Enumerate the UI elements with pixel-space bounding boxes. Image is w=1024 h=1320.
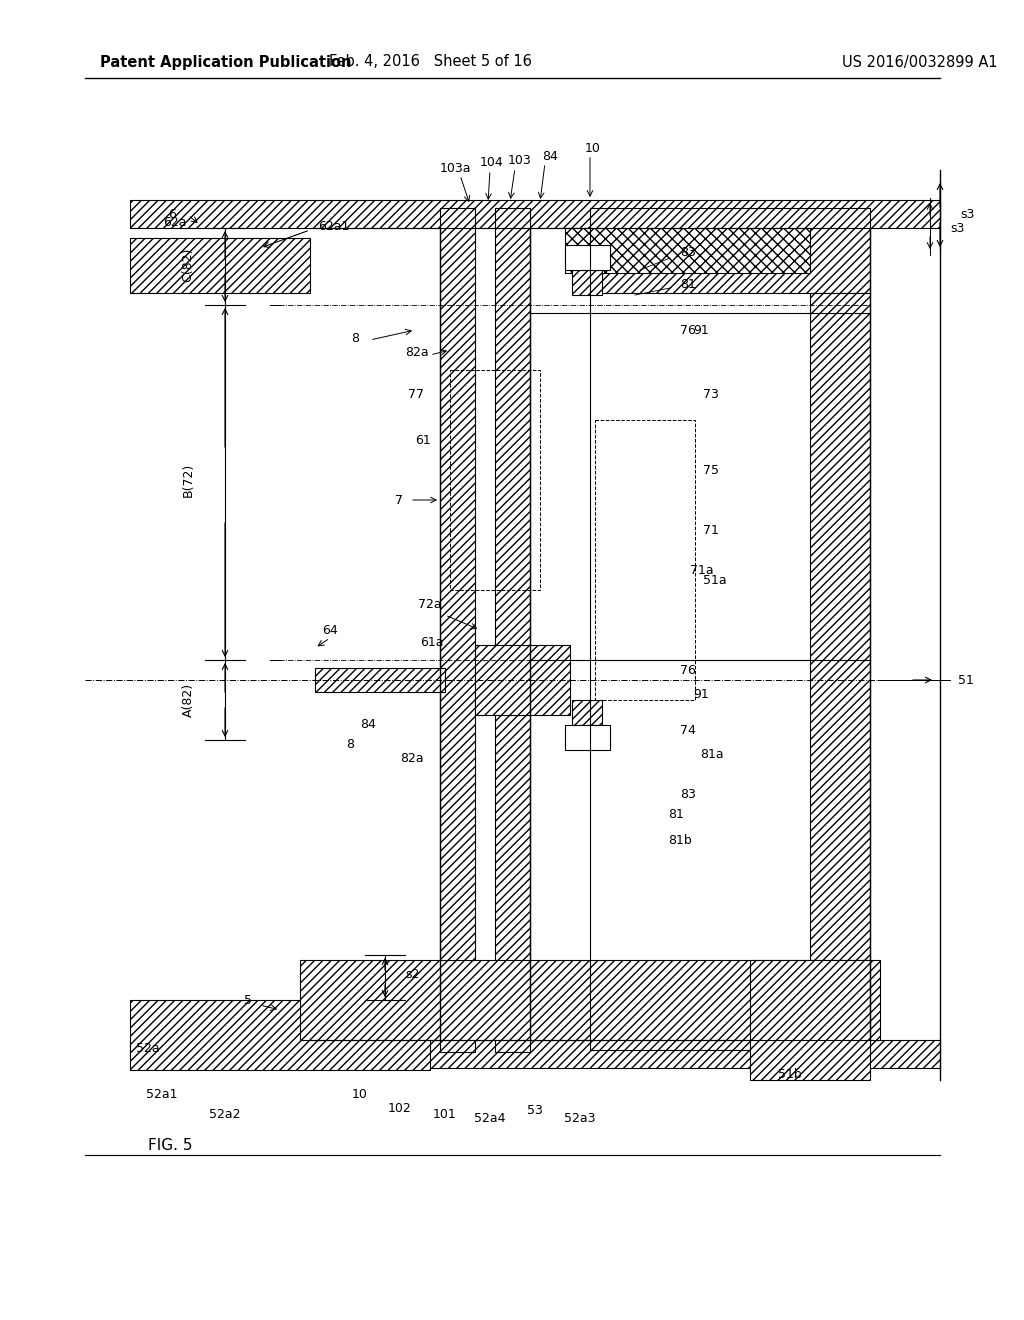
- Text: 84: 84: [360, 718, 376, 731]
- Bar: [595, 420, 695, 700]
- Text: 82a: 82a: [406, 346, 429, 359]
- Text: 74: 74: [680, 723, 696, 737]
- Text: 91: 91: [693, 689, 709, 701]
- Text: 84: 84: [542, 149, 558, 162]
- Text: 82a: 82a: [400, 751, 424, 764]
- Text: 8: 8: [351, 331, 359, 345]
- Text: 81: 81: [680, 279, 696, 292]
- Text: 52a3: 52a3: [564, 1111, 596, 1125]
- Text: C(82): C(82): [181, 248, 195, 282]
- Bar: [590, 965, 870, 1049]
- Text: 102: 102: [388, 1101, 412, 1114]
- Text: US 2016/0032899 A1: US 2016/0032899 A1: [842, 54, 997, 70]
- Text: 10: 10: [352, 1089, 368, 1101]
- Text: 71a: 71a: [690, 564, 714, 577]
- Text: s3: s3: [961, 209, 975, 222]
- Text: 101: 101: [433, 1109, 457, 1122]
- Text: 52a: 52a: [136, 1041, 160, 1055]
- Text: 83: 83: [680, 788, 696, 801]
- Text: s2: s2: [406, 969, 420, 982]
- Bar: [300, 960, 880, 1040]
- Bar: [590, 209, 870, 293]
- Text: 71: 71: [703, 524, 719, 536]
- Text: FIG. 5: FIG. 5: [148, 1138, 193, 1152]
- Text: 91: 91: [693, 323, 709, 337]
- Text: 62a: 62a: [163, 215, 186, 228]
- Text: 52a2: 52a2: [209, 1109, 241, 1122]
- Bar: [130, 1001, 430, 1071]
- Text: Patent Application Publication: Patent Application Publication: [100, 54, 351, 70]
- Bar: [130, 238, 310, 293]
- Bar: [750, 960, 870, 1080]
- Text: 7: 7: [395, 494, 403, 507]
- Bar: [565, 228, 810, 273]
- Bar: [572, 700, 602, 725]
- Bar: [810, 293, 870, 965]
- Text: 76: 76: [680, 323, 696, 337]
- Text: 81: 81: [668, 808, 684, 821]
- Text: 83: 83: [680, 247, 696, 260]
- Text: 76: 76: [680, 664, 696, 676]
- Text: 53: 53: [527, 1104, 543, 1117]
- Text: 77: 77: [408, 388, 424, 401]
- Text: 103a: 103a: [439, 161, 471, 174]
- Text: 81a: 81a: [700, 748, 724, 762]
- Text: s3: s3: [950, 222, 965, 235]
- Text: 51b: 51b: [778, 1068, 802, 1081]
- Text: 62a1: 62a1: [318, 220, 349, 234]
- Bar: [495, 209, 530, 1052]
- Bar: [130, 201, 940, 228]
- Text: 52a1: 52a1: [146, 1089, 178, 1101]
- Text: B(72): B(72): [181, 463, 195, 498]
- Text: 6: 6: [168, 209, 176, 222]
- Bar: [565, 246, 610, 271]
- Bar: [475, 645, 570, 715]
- Bar: [130, 1040, 940, 1068]
- Text: 81b: 81b: [668, 833, 692, 846]
- Text: 72a: 72a: [418, 598, 441, 611]
- Bar: [565, 725, 610, 750]
- Bar: [572, 271, 602, 294]
- Text: 104: 104: [480, 157, 504, 169]
- Text: A(82): A(82): [181, 682, 195, 717]
- Text: 5: 5: [244, 994, 252, 1006]
- Text: 8: 8: [346, 738, 354, 751]
- Text: Feb. 4, 2016   Sheet 5 of 16: Feb. 4, 2016 Sheet 5 of 16: [329, 54, 531, 70]
- Text: 51a: 51a: [703, 573, 727, 586]
- Text: 64: 64: [323, 623, 338, 636]
- Text: 61a: 61a: [420, 636, 443, 649]
- Bar: [315, 668, 445, 692]
- Text: 73: 73: [703, 388, 719, 401]
- Bar: [440, 209, 475, 1052]
- Text: 51: 51: [958, 673, 974, 686]
- Text: 52a4: 52a4: [474, 1111, 506, 1125]
- Text: 61: 61: [415, 433, 431, 446]
- Text: 10: 10: [585, 141, 601, 154]
- Text: 75: 75: [703, 463, 719, 477]
- Text: 103: 103: [508, 154, 531, 168]
- Bar: [450, 370, 540, 590]
- Bar: [565, 990, 810, 1035]
